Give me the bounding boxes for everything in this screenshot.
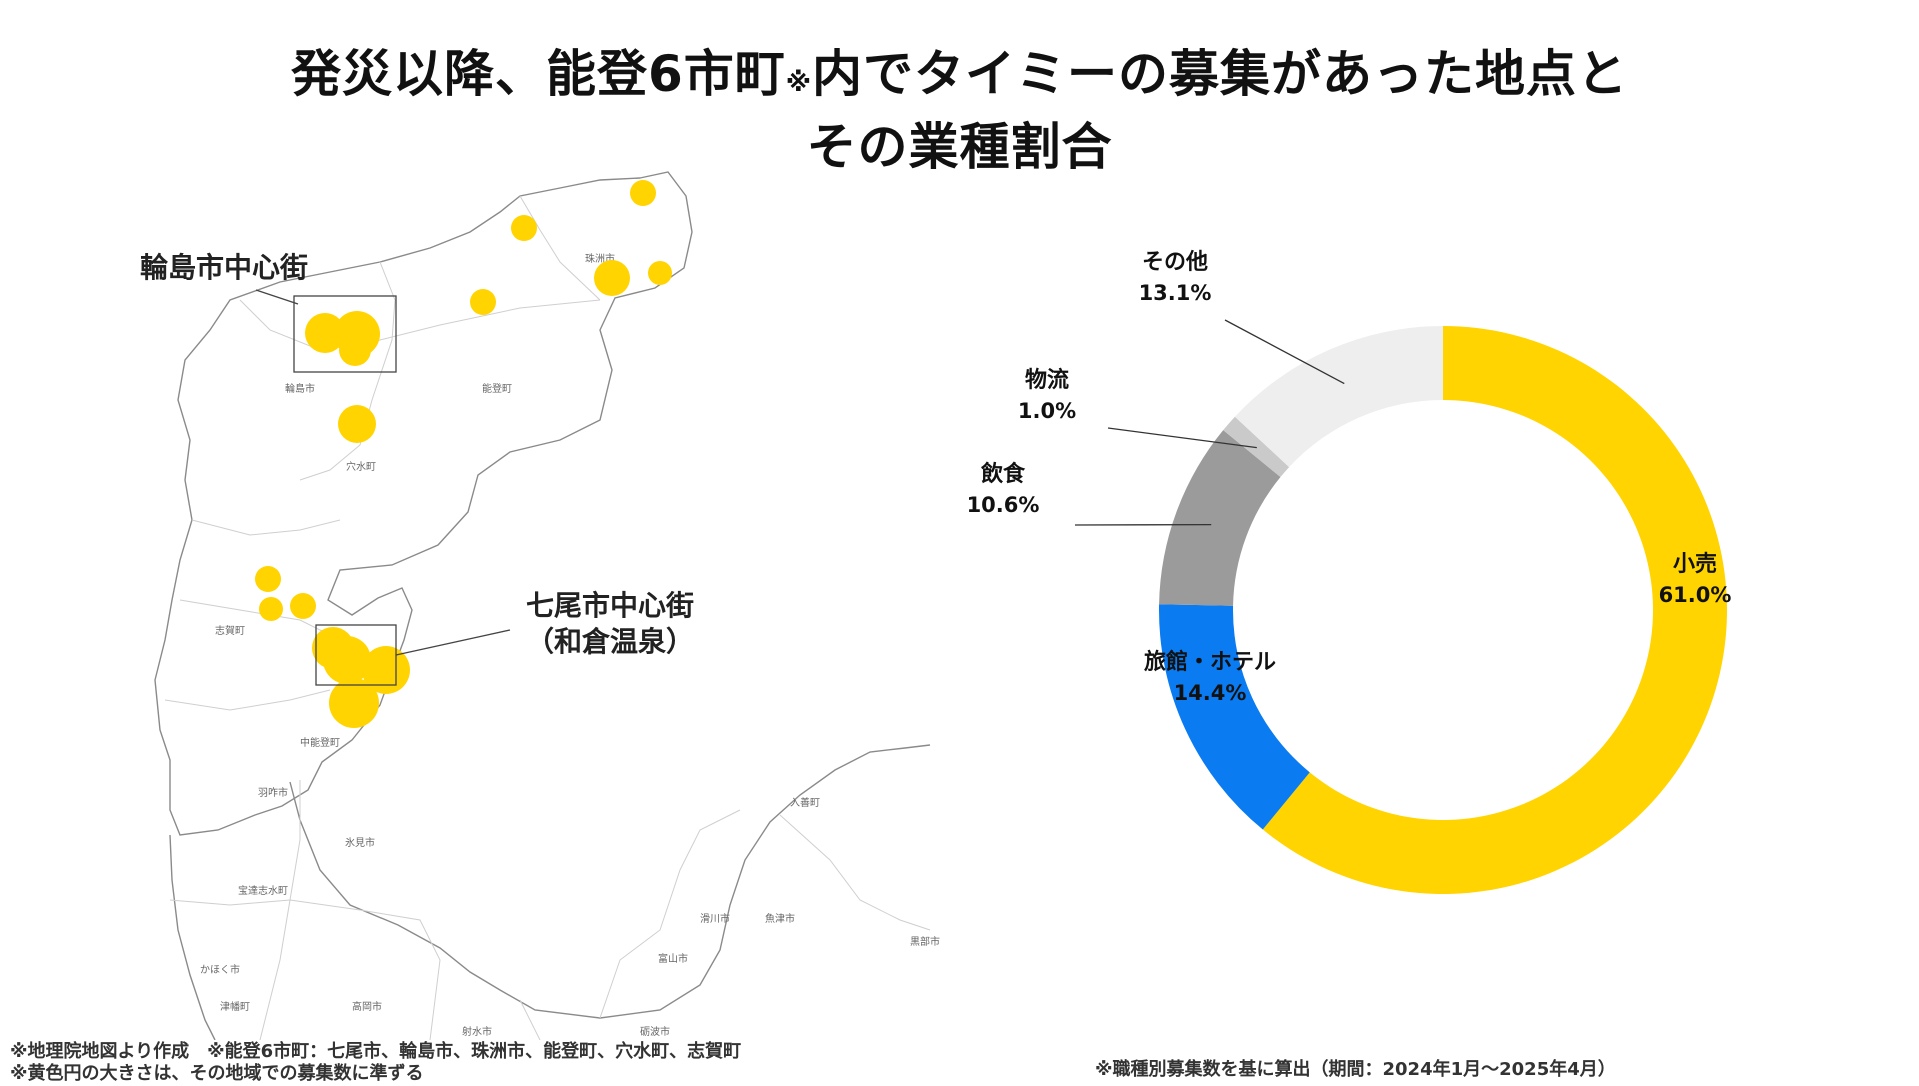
slice-value: 13.1% — [1065, 278, 1285, 308]
slice-name: 旅館・ホテル — [1100, 648, 1320, 678]
note-calculation: ※職種別募集数を基に算出（期間：2024年1月〜2025年4月） — [1095, 1058, 1616, 1082]
note-source: ※地理院地図より作成 ※能登6市町：七尾市、輪島市、珠洲市、能登町、穴水町、志賀… — [10, 1040, 741, 1064]
slice-value: 1.0% — [937, 396, 1157, 426]
slice-value: 61.0% — [1585, 580, 1805, 610]
slice-value: 14.4% — [1100, 678, 1320, 708]
slice-name: 小売 — [1585, 550, 1805, 580]
note-circle-size: ※黄色円の大きさは、その地域での募集数に準ずる — [10, 1062, 424, 1086]
slice-value: 10.6% — [893, 490, 1113, 520]
donut-slices — [1159, 326, 1727, 894]
slice-name: 物流 — [937, 366, 1157, 396]
slice-name: その他 — [1065, 248, 1285, 278]
donut-slice — [1159, 604, 1310, 829]
slice-name: 飲食 — [893, 460, 1113, 490]
